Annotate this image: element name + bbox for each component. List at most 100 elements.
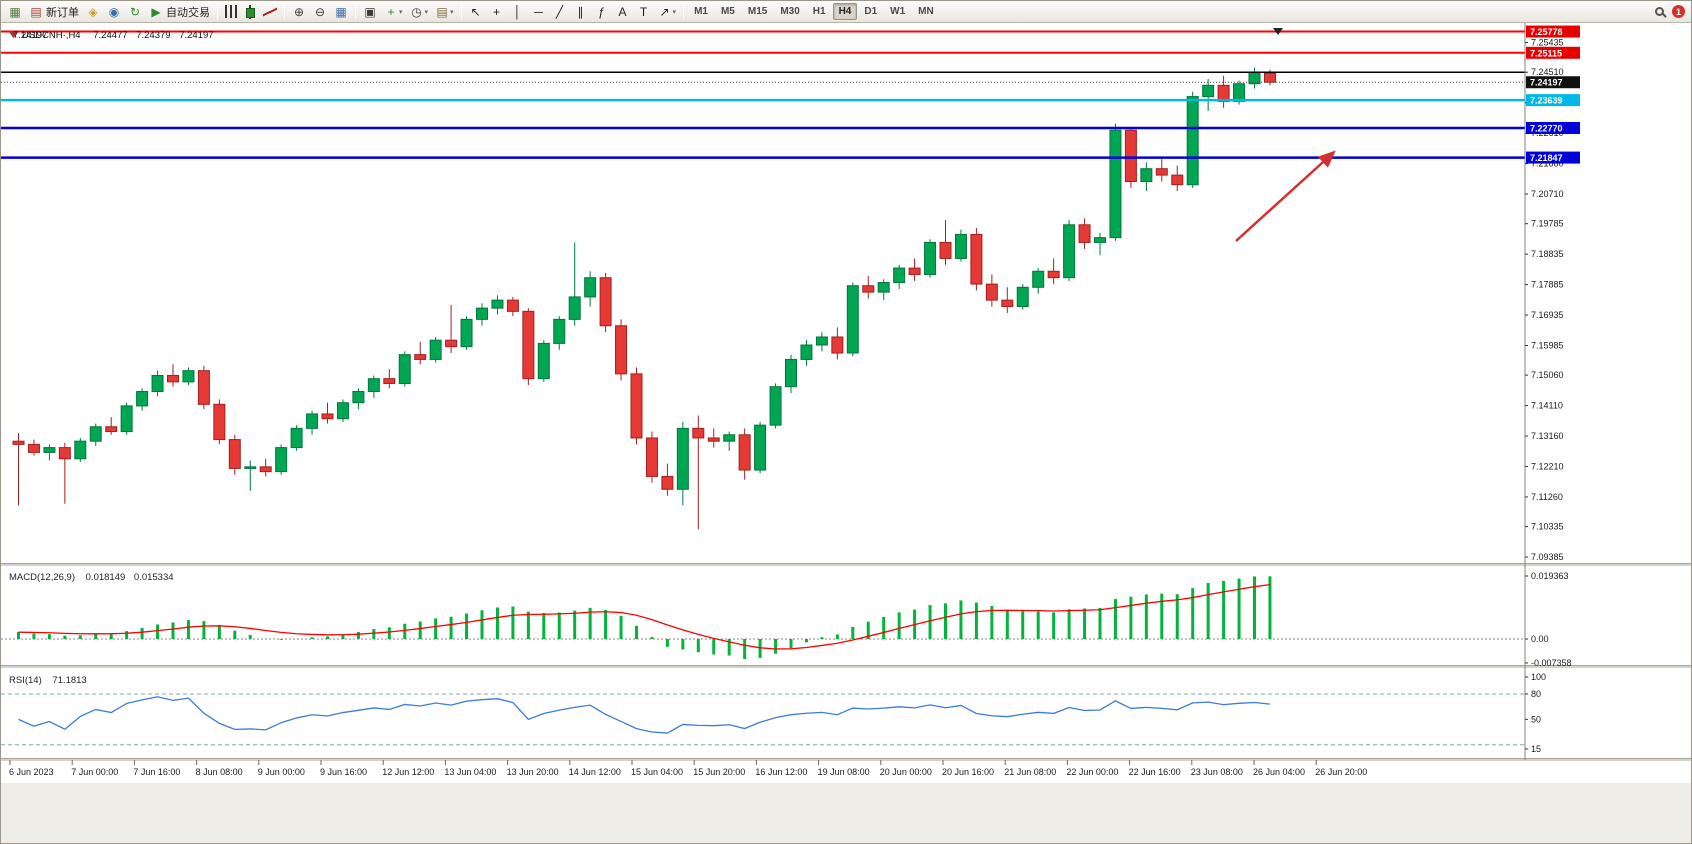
vertical-line-icon[interactable]: │	[508, 3, 528, 21]
chart-shift-marker[interactable]	[1273, 28, 1283, 35]
fibonacci-icon[interactable]: ƒ	[592, 3, 612, 21]
timeframe-m5-button[interactable]: M5	[720, 6, 735, 17]
new-order-button[interactable]: ▤ 新订单	[26, 3, 82, 21]
candle-body	[336, 402, 349, 420]
timeframe-h1-button[interactable]: H1	[812, 6, 826, 17]
label-icon[interactable]: T	[634, 3, 654, 21]
one-click-trading-arrow-icon[interactable]	[9, 32, 18, 38]
search-icon[interactable]	[1652, 3, 1667, 21]
new-chart-icon[interactable]: ▦	[5, 3, 25, 21]
chart-header-low: 7.24197	[179, 30, 213, 41]
rsi-axis-label: 100	[1531, 672, 1546, 682]
macd-axis-label: 0.00	[1531, 634, 1549, 644]
candle-body	[846, 285, 859, 354]
price-tick-label: 7.15985	[1531, 340, 1564, 350]
toolbar-separator	[355, 4, 356, 19]
time-tick-label: 19 Jun 08:00	[818, 767, 870, 777]
time-tick-label: 6 Jun 2023	[9, 767, 54, 777]
new-order-button-icon: ▤	[30, 4, 42, 19]
candlestick-series[interactable]	[12, 67, 1276, 530]
trendline-icon[interactable]: ╱	[550, 3, 570, 21]
rsi-header: RSI(14) 71.1813	[9, 675, 87, 686]
candle-body	[228, 439, 241, 469]
zoom-out-icon[interactable]: ⊖	[310, 3, 330, 21]
timeframe-mn-button[interactable]: MN	[918, 6, 934, 17]
candle-body	[321, 413, 334, 420]
candle-body	[1186, 96, 1199, 186]
bar-chart-icon[interactable]	[222, 3, 241, 21]
macd-panel[interactable]: 0.019363 0.00 -0.007358	[1, 571, 1572, 668]
rsi-panel[interactable]: 100 80 50 15	[1, 672, 1546, 754]
candle-body	[877, 281, 890, 293]
periods-icon[interactable]: ◷ ▾	[407, 3, 432, 21]
candle-body	[1047, 270, 1060, 279]
panel-separator-edge	[1, 563, 1691, 564]
panel-separator[interactable]	[1, 665, 1692, 668]
timeframe-m1-button[interactable]: M1	[694, 6, 708, 17]
price-axis[interactable]: 7.254357.245107.235607.226107.216607.207…	[1524, 23, 1580, 760]
horizontal-line-icon[interactable]: ─	[529, 3, 549, 21]
crosshair-icon[interactable]: +	[487, 3, 507, 21]
candle-body	[1109, 129, 1122, 239]
candle-body	[738, 434, 751, 471]
candle-body	[213, 403, 226, 441]
trend-arrow-annotation[interactable]	[1235, 150, 1336, 242]
tile-windows-icon[interactable]: ▦	[331, 3, 351, 21]
label-icon-glyph: T	[639, 4, 648, 19]
chart-dynamic-layer[interactable]: 7.254357.245107.235607.226107.216607.207…	[1, 23, 1692, 844]
text-icon[interactable]: A	[613, 3, 633, 21]
templates-icon[interactable]: ▤ ▾	[432, 3, 457, 21]
candle-body	[1124, 129, 1137, 183]
candle-body	[924, 241, 937, 275]
time-tick-label: 13 Jun 20:00	[507, 767, 559, 777]
candle-body	[599, 277, 612, 327]
price-label-badge	[1526, 94, 1580, 107]
candle-body	[136, 390, 149, 407]
timeframe-h4-button[interactable]: H4	[832, 3, 858, 20]
autotrading-button-icon: ▶	[151, 4, 161, 19]
candle-body	[769, 386, 782, 426]
cursor-icon[interactable]: ↖	[466, 3, 486, 21]
templates-icon-glyph: ▤	[436, 4, 448, 19]
refresh-icon[interactable]: ↻	[125, 3, 145, 21]
zoom-in-icon[interactable]: ⊕	[289, 3, 309, 21]
indicators-icon[interactable]: + ▾	[381, 3, 406, 21]
candle-body	[954, 233, 967, 259]
main-toolbar: ▦ ▤ 新订单 ◈ ◉ ↻ ▶ 自动交易 ⊕ ⊖ ▦ ▣ + ▾ ◷ ▾ ▤ ▾ ↖ + │ ─ ╱ ∥ ƒ A T ↗ ▾ M1 M5 M1…	[1, 1, 1691, 23]
candle-body	[491, 299, 504, 309]
candle-body	[645, 437, 658, 477]
panel-separator[interactable]	[1, 758, 1692, 761]
candle-body	[58, 447, 71, 460]
arrows-icon-glyph: ↗	[659, 4, 670, 19]
autotrading-button[interactable]: ▶ 自动交易	[146, 3, 213, 21]
price-tick-label: 7.14110	[1531, 401, 1563, 411]
chart-canvas[interactable]: 7.254357.245107.235607.226107.216607.207…	[1, 23, 1692, 844]
candlestick-icon[interactable]	[242, 3, 259, 21]
line-chart-icon[interactable]	[260, 3, 280, 21]
cursor-icon-glyph: ↖	[470, 4, 481, 19]
crosshair-icon-glyph: +	[493, 4, 501, 19]
overlay-hlines[interactable]	[1, 30, 1525, 159]
timeframe-d1-button[interactable]: D1	[864, 6, 878, 17]
cascade-windows-icon[interactable]: ▣	[360, 3, 380, 21]
candle-body	[290, 427, 303, 449]
price-label-badge-text: 7.25778	[1530, 27, 1563, 37]
arrows-icon[interactable]: ↗ ▾	[655, 3, 680, 21]
timeframe-w1-button[interactable]: W1	[890, 6, 906, 17]
panel-separator[interactable]	[1, 563, 1692, 566]
notification-badge[interactable]: 1	[1672, 5, 1685, 18]
candle-body	[89, 426, 102, 442]
timeframe-m15-button[interactable]: M15	[747, 6, 768, 17]
candle-body	[985, 283, 998, 301]
candle-body	[1171, 174, 1184, 186]
channel-icon[interactable]: ∥	[571, 3, 591, 21]
chart-background	[1, 23, 1691, 843]
trendline-icon-glyph: ╱	[555, 4, 564, 19]
bar-chart-icon-shape	[225, 5, 238, 18]
time-axis[interactable]: 6 Jun 2023 7 Jun 00:00 7 Jun 16:00 8 Jun 08…	[9, 760, 1367, 777]
timeframe-m30-button[interactable]: M30	[780, 6, 800, 17]
data-window-icon[interactable]: ◉	[104, 3, 124, 21]
profiles-icon[interactable]: ◈	[83, 3, 103, 21]
macd-signal-line	[18, 583, 1271, 650]
